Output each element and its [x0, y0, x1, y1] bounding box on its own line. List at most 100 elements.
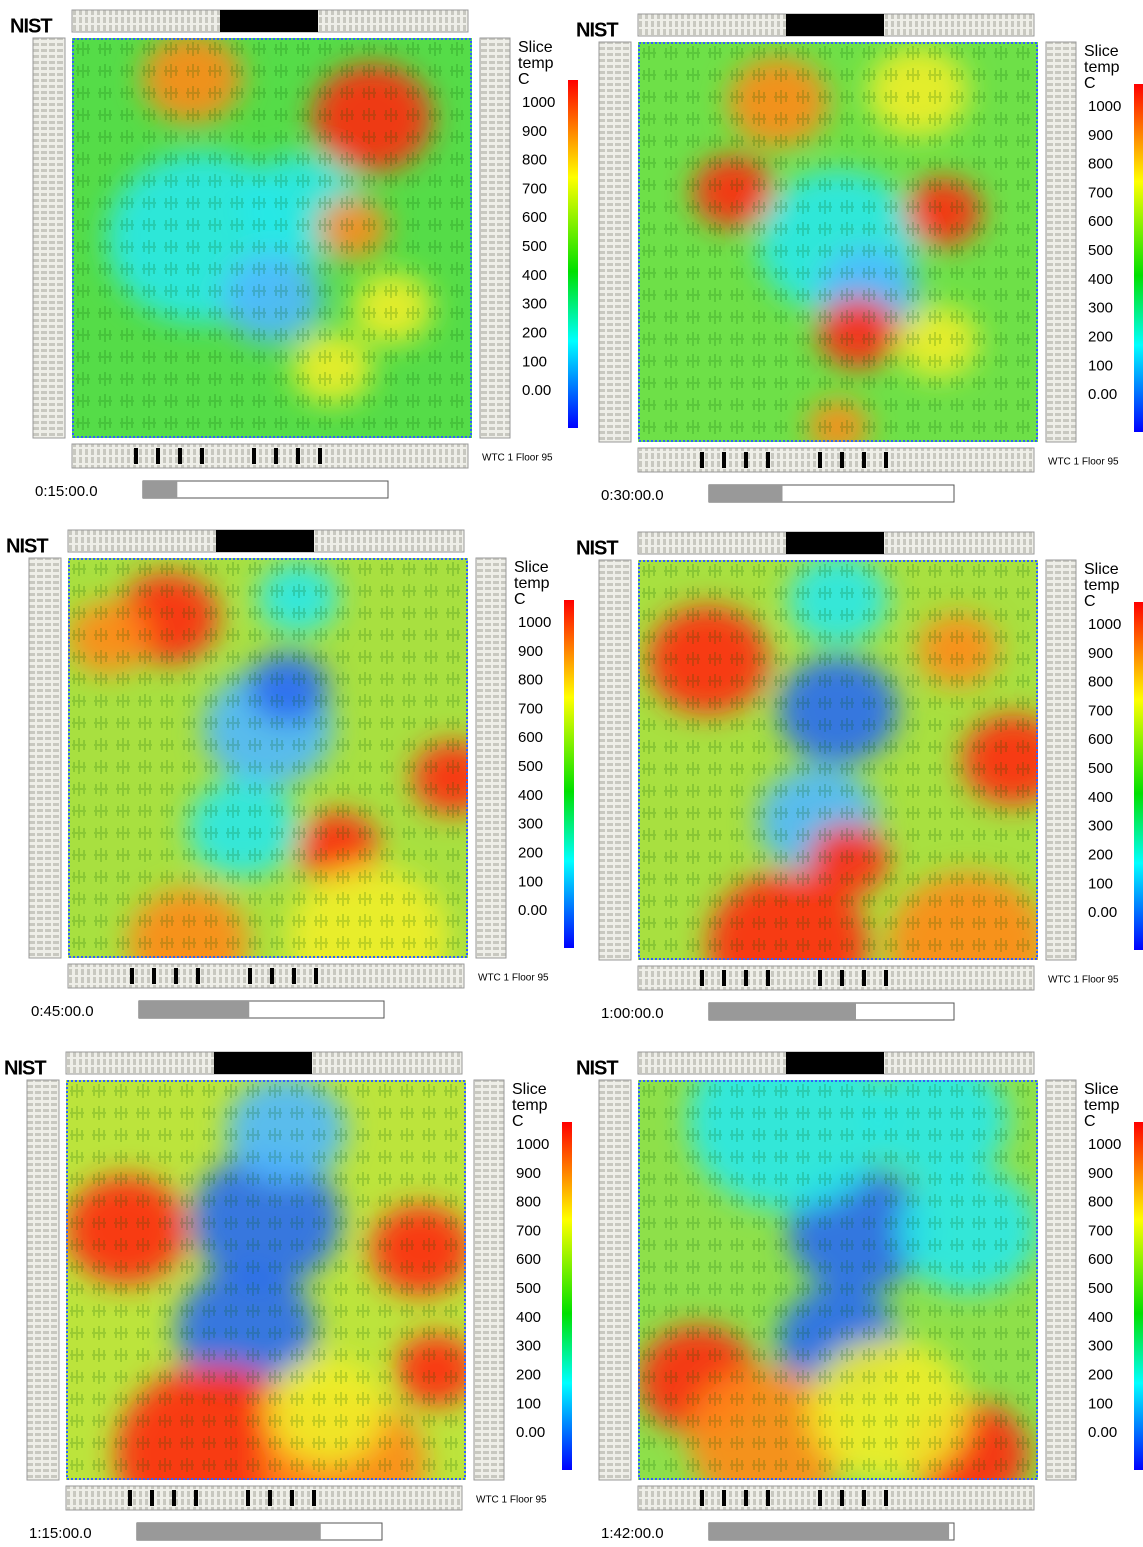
colorbar-tick-label: 400	[522, 267, 547, 284]
colorbar-tick-label: 800	[1088, 1194, 1113, 1211]
floor-grid	[72, 38, 472, 438]
colorbar-tick-label: 0.00	[1088, 904, 1117, 921]
colorbar-tick-label: 200	[516, 1366, 541, 1383]
floor-label: WTC 1 Floor 95	[1048, 457, 1119, 468]
heat-border	[66, 1080, 466, 1480]
strip-mark	[174, 968, 178, 984]
colorbar-tick-label: 300	[518, 816, 543, 833]
time-label: 1:42:00.0	[601, 1525, 664, 1542]
legend-title: Slice	[1084, 1081, 1119, 1098]
strip-mark	[722, 970, 726, 986]
colorbar-tick-label: 800	[1088, 674, 1113, 691]
legend-title: temp	[518, 55, 554, 72]
colorbar-tick-label: 300	[522, 296, 547, 313]
strip-mark	[818, 970, 822, 986]
colorbar-tick-label: 0.00	[1088, 386, 1117, 403]
colorbar-tick-label: 900	[522, 123, 547, 140]
colorbar-tick-label: 300	[1088, 1338, 1113, 1355]
colorbar	[564, 600, 574, 948]
floor-grid	[638, 1080, 1038, 1480]
legend-title: Slice	[514, 559, 549, 576]
legend-title: C	[514, 591, 526, 608]
strip-mark	[884, 1490, 888, 1506]
colorbar-tick-label: 500	[1088, 1280, 1113, 1297]
heat-map	[66, 1080, 466, 1480]
progress-fill	[709, 485, 783, 502]
colorbar-tick-label: 700	[518, 700, 543, 717]
logo: NIST	[10, 15, 52, 37]
colorbar-tick-label: 200	[518, 844, 543, 861]
time-label: 0:45:00.0	[31, 1003, 94, 1020]
colorbar-tick-label: 500	[1088, 760, 1113, 777]
colorbar-tick-label: 800	[518, 672, 543, 689]
top-block	[216, 530, 314, 552]
progress-fill	[709, 1523, 950, 1540]
heat-map	[638, 560, 1038, 960]
colorbar-tick-label: 900	[516, 1165, 541, 1182]
strip-mark	[196, 968, 200, 984]
left-strip	[32, 37, 66, 439]
strip-mark	[312, 1490, 316, 1506]
colorbar-tick-label: 100	[516, 1395, 541, 1412]
top-block	[220, 10, 318, 32]
colorbar-tick-label: 100	[1088, 875, 1113, 892]
colorbar-tick-label: 400	[1088, 271, 1113, 288]
left-strip	[598, 1079, 632, 1481]
colorbar-tick-label: 500	[1088, 242, 1113, 259]
bottom-strip	[65, 1485, 463, 1511]
time-label: 1:15:00.0	[29, 1525, 92, 1542]
right-strip	[475, 557, 507, 959]
progress-fill	[143, 481, 178, 498]
bottom-strip	[637, 1485, 1035, 1511]
strip-mark	[884, 970, 888, 986]
right-strip	[1045, 1079, 1077, 1481]
time-label: 0:30:00.0	[601, 487, 664, 504]
legend-title: C	[1084, 593, 1096, 610]
colorbar-tick-label: 200	[1088, 1366, 1113, 1383]
strip-mark	[766, 1490, 770, 1506]
right-strip	[1045, 41, 1077, 443]
bottom-strip	[67, 963, 465, 989]
colorbar-tick-label: 800	[1088, 156, 1113, 173]
colorbar-tick-label: 200	[1088, 846, 1113, 863]
heat-map	[72, 38, 472, 438]
floor-grid	[638, 560, 1038, 960]
strip-mark	[744, 970, 748, 986]
strip-mark	[862, 970, 866, 986]
logo: NIST	[4, 1057, 46, 1079]
strip-mark	[818, 452, 822, 468]
colorbar-tick-label: 0.00	[516, 1424, 545, 1441]
strip-mark	[700, 1490, 704, 1506]
colorbar-tick-label: 1000	[1088, 1136, 1121, 1153]
strip-mark	[178, 448, 182, 464]
colorbar-tick-label: 100	[522, 353, 547, 370]
heat-border	[68, 558, 468, 958]
top-block	[786, 1052, 884, 1074]
strip-mark	[818, 1490, 822, 1506]
strip-mark	[862, 452, 866, 468]
colorbar-tick-label: 500	[518, 758, 543, 775]
strip-mark	[840, 1490, 844, 1506]
time-label: 1:00:00.0	[601, 1005, 664, 1022]
strip-mark	[700, 452, 704, 468]
colorbar-tick-label: 1000	[516, 1136, 549, 1153]
strip-mark	[744, 1490, 748, 1506]
strip-mark	[252, 448, 256, 464]
strip-mark	[130, 968, 134, 984]
legend-title: Slice	[1084, 43, 1119, 60]
colorbar-tick-label: 0.00	[522, 382, 551, 399]
colorbar-tick-label: 900	[1088, 127, 1113, 144]
colorbar-tick-label: 200	[522, 324, 547, 341]
colorbar-tick-label: 1000	[1088, 98, 1121, 115]
progress-fill	[709, 1003, 856, 1020]
bottom-strip	[637, 965, 1035, 991]
logo: NIST	[576, 1057, 618, 1079]
heat-border	[638, 42, 1038, 442]
colorbar-tick-label: 100	[518, 873, 543, 890]
colorbar-tick-label: 400	[516, 1309, 541, 1326]
